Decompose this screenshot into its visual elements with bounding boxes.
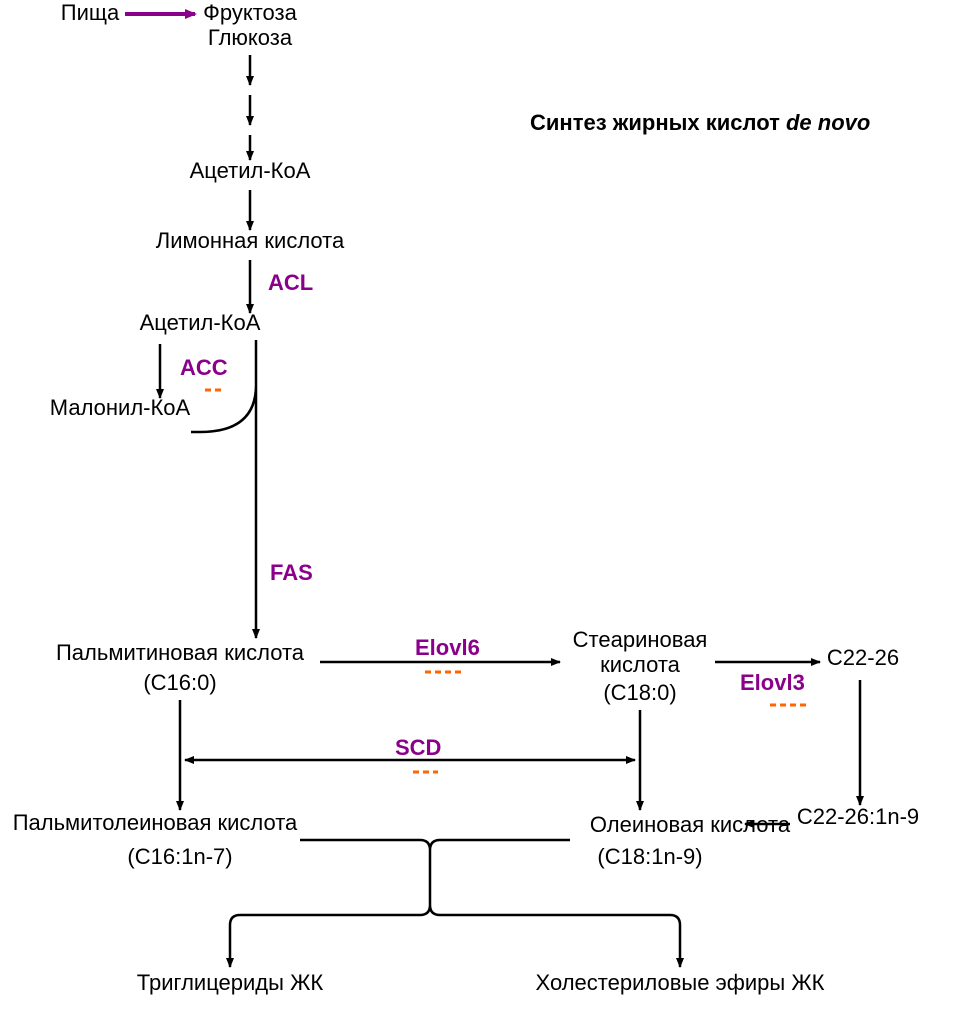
enzyme-scd: SCD [395, 735, 441, 760]
node-olein_c: (C18:1n-9) [597, 844, 702, 869]
node-palmit_c: (C16:0) [143, 670, 216, 695]
pathway-diagram: Синтез жирных кислот de novo Пища Фруктоза… [0, 0, 956, 1024]
node-palmitole: Пальмитолеиновая кислота [13, 810, 298, 835]
enzyme-elovl6: Elovl6 [415, 635, 480, 660]
node-stearin2: кислота [600, 652, 681, 677]
node-acetyl2: Ацетил-КоА [140, 310, 261, 335]
node-stearin: Стеариновая [573, 627, 708, 652]
node-triglyc: Триглицериды ЖК [137, 970, 324, 995]
enzyme-acc: ACC [180, 355, 228, 380]
path-acetyl-fas [191, 340, 256, 636]
path-split [230, 880, 680, 965]
node-stearin_c: (C18:0) [603, 680, 676, 705]
node-glyukoza: Глюкоза [208, 25, 293, 50]
node-palmitole_c: (C16:1n-7) [127, 844, 232, 869]
node-c22_26: C22-26 [827, 645, 899, 670]
node-acetyl1: Ацетил-КоА [190, 158, 311, 183]
enzyme-fas: FAS [270, 560, 313, 585]
node-pishcha: Пища [61, 0, 120, 25]
node-fruktoza: Фруктоза [203, 0, 297, 25]
node-limon: Лимонная кислота [156, 228, 345, 253]
node-c22_26_1: C22-26:1n-9 [797, 804, 919, 829]
enzyme-elovl3: Elovl3 [740, 670, 805, 695]
diagram-title: Синтез жирных кислот de novo [530, 110, 870, 135]
enzyme-acl: ACL [268, 270, 313, 295]
node-palmit: Пальмитиновая кислота [56, 640, 305, 665]
node-chol: Холестериловые эфиры ЖК [536, 970, 825, 995]
node-malonyl: Малонил-КоА [50, 395, 191, 420]
path-merge [300, 840, 570, 880]
